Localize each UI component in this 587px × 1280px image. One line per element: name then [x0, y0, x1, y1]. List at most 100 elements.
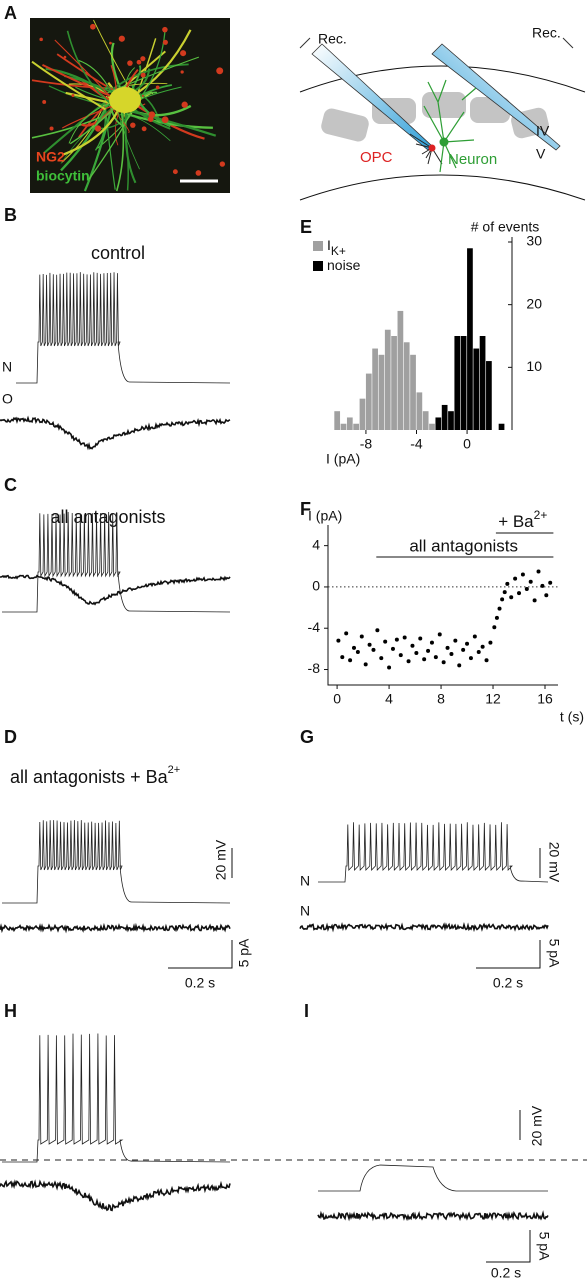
- data-point: [505, 581, 510, 586]
- y-tick-label: 10: [526, 358, 542, 374]
- data-point: [445, 645, 450, 650]
- data-point: [390, 646, 395, 651]
- scale-label: 5 pA: [536, 1232, 552, 1261]
- data-point: [387, 665, 392, 670]
- scale-bars: [168, 848, 541, 1263]
- puncta: [162, 26, 168, 33]
- data-point: [488, 640, 493, 645]
- histogram-bar: [460, 336, 467, 430]
- puncta: [109, 41, 112, 45]
- data-point: [398, 653, 403, 658]
- panel-label: D: [4, 727, 17, 747]
- panel-label: E: [300, 217, 312, 237]
- data-point: [497, 606, 502, 611]
- diagram-label: V: [536, 146, 546, 162]
- diagram-label: Rec.: [532, 25, 561, 41]
- data-point: [502, 590, 507, 595]
- histogram-bar: [410, 354, 416, 430]
- data-point: [461, 647, 466, 652]
- scale-label: 5 pA: [236, 938, 252, 967]
- puncta: [140, 72, 146, 78]
- diagram-label: Rec.: [318, 31, 347, 47]
- diagram-label: Neuron: [448, 151, 497, 168]
- y-tick-label: 4: [312, 536, 320, 552]
- data-point: [344, 631, 349, 636]
- y-tick-label: 0: [312, 578, 320, 594]
- process: [62, 105, 122, 156]
- annotation: + Ba2+: [498, 508, 547, 531]
- title-text: all antagonists + Ba: [10, 767, 169, 787]
- data-point: [513, 576, 518, 581]
- process: [77, 59, 109, 87]
- histogram-bar: [384, 329, 391, 430]
- data-point: [336, 638, 341, 643]
- histogram-bar: [441, 404, 448, 430]
- x-tick-label: -4: [410, 436, 423, 452]
- legend-subscript: K+: [331, 244, 346, 258]
- x-tick-label: 0: [333, 691, 341, 707]
- puncta: [141, 126, 147, 132]
- histogram-bar: [391, 336, 397, 430]
- voltage-trace: [16, 272, 231, 384]
- puncta: [63, 55, 67, 59]
- histogram-bar: [435, 417, 442, 430]
- process: [129, 109, 217, 137]
- puncta: [71, 93, 75, 97]
- x-tick-label: 16: [537, 691, 553, 707]
- data-point: [449, 652, 454, 657]
- x-tick-label: 12: [485, 691, 501, 707]
- puncta: [85, 71, 88, 75]
- puncta: [90, 23, 96, 30]
- panel-label: B: [4, 205, 17, 225]
- histogram-bar: [416, 392, 423, 430]
- y-tick-label: -4: [308, 619, 321, 635]
- process: [88, 109, 133, 180]
- title-superscript: 2+: [168, 764, 181, 776]
- histogram-bar: [429, 423, 435, 430]
- panel-label: G: [300, 727, 314, 747]
- data-point: [402, 635, 407, 640]
- histogram-bar: [473, 348, 480, 430]
- data-point: [367, 642, 372, 647]
- puncta: [42, 100, 47, 104]
- panel-label: I: [304, 1001, 309, 1021]
- data-point: [394, 637, 399, 642]
- puncta: [155, 85, 160, 90]
- annotation-text: + Ba: [498, 512, 534, 531]
- data-point: [379, 656, 384, 661]
- x-axis-label: I (pA): [326, 451, 360, 467]
- data-point: [410, 643, 415, 648]
- histogram-bar: [346, 417, 353, 430]
- annotation-superscript: 2+: [534, 508, 548, 522]
- legend-label: IK+: [327, 237, 346, 258]
- histogram-bar: [403, 342, 410, 430]
- legend-swatch: [313, 261, 323, 271]
- histogram-bar: [422, 411, 429, 430]
- panel-title: control: [91, 243, 145, 263]
- x-tick-label: -8: [360, 436, 373, 452]
- trace-label: O: [2, 391, 13, 407]
- y-axis-label: # of events: [471, 219, 540, 235]
- voltage-trace: [2, 1033, 231, 1163]
- panel-label: A: [4, 3, 17, 23]
- current-trace: [299, 921, 549, 933]
- puncta: [49, 126, 54, 131]
- diagram-label: IV: [536, 123, 550, 139]
- scale-label: 20 mV: [213, 839, 229, 880]
- current-trace: [317, 1210, 549, 1222]
- puncta: [39, 37, 43, 42]
- data-point: [509, 595, 514, 600]
- scale-label: 0.2 s: [185, 975, 215, 991]
- puncta: [118, 35, 125, 42]
- puncta: [127, 60, 133, 66]
- legend-label: noise: [327, 257, 361, 273]
- voltage-trace: [2, 511, 231, 613]
- data-point: [406, 659, 411, 664]
- histogram-bar: [479, 336, 486, 430]
- data-point: [500, 597, 505, 602]
- histogram-bar: [448, 411, 454, 430]
- puncta: [161, 116, 169, 124]
- histogram-bar: [372, 348, 378, 430]
- scale-label: 0.2 s: [493, 975, 523, 991]
- data-point: [484, 658, 489, 663]
